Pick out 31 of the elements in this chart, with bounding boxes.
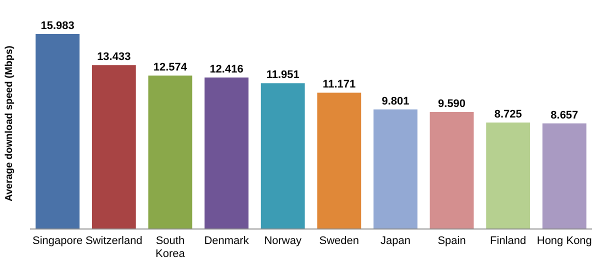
bar xyxy=(486,122,530,229)
bar xyxy=(148,76,192,229)
data-label: 15.983 xyxy=(40,20,74,32)
bar xyxy=(204,78,248,229)
bar xyxy=(260,83,305,229)
x-tick-label: Hong Kong xyxy=(536,235,592,247)
bar xyxy=(430,112,474,229)
y-axis-title: Average download speed (Mbps) xyxy=(4,46,15,202)
data-label: 8.657 xyxy=(550,109,578,122)
data-label: 11.951 xyxy=(266,69,300,82)
x-tick-label: Denmark xyxy=(204,235,250,247)
bar xyxy=(317,92,362,229)
x-tick-label: Norway xyxy=(264,235,302,247)
data-label: 13.433 xyxy=(97,51,131,64)
bar xyxy=(542,123,586,229)
data-label: 12.416 xyxy=(210,64,244,76)
data-label: 9.801 xyxy=(382,95,410,108)
data-label: 8.725 xyxy=(494,108,522,121)
data-label: 12.574 xyxy=(153,62,188,74)
bar xyxy=(92,65,136,229)
data-label: 9.590 xyxy=(438,98,466,110)
bar xyxy=(36,34,80,229)
x-tick-label: Sweden xyxy=(319,235,360,247)
x-tick-label: Switzerland xyxy=(85,235,142,247)
x-tick-label: Japan xyxy=(380,235,410,247)
bar xyxy=(374,109,418,229)
x-tick-label: South Korea xyxy=(156,235,186,260)
x-tick-label: Singapore xyxy=(32,235,83,247)
x-tick-label: Finland xyxy=(490,235,526,247)
x-tick-label: Spain xyxy=(438,235,466,247)
data-label: 11.171 xyxy=(322,78,356,91)
